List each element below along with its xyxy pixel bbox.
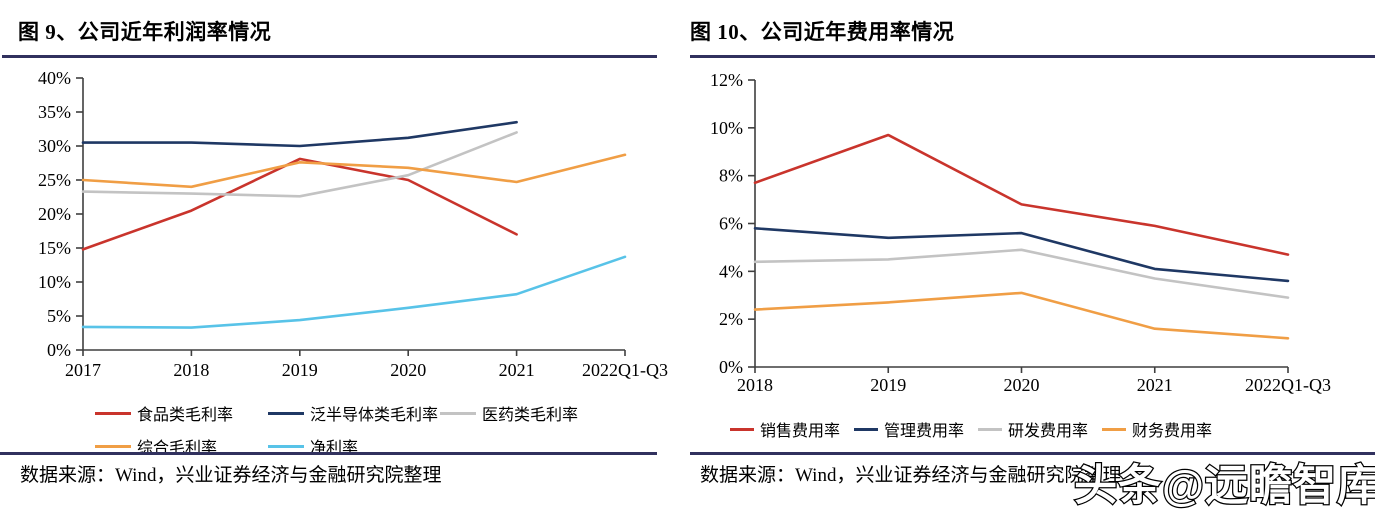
series-line-食品类毛利率 — [81, 157, 518, 251]
y-tick-label: 6% — [719, 214, 743, 234]
y-tick-label: 25% — [38, 170, 71, 190]
figure-9-source: 数据来源：Wind，兴业证券经济与金融研究院整理 — [20, 465, 442, 486]
legend-swatch-icon — [730, 427, 754, 431]
legend-item: 泛半导体类毛利率 — [268, 401, 440, 425]
figure-9-title-rule — [2, 55, 657, 58]
figure-10-source-rule — [690, 452, 1375, 455]
y-tick-label: 10% — [38, 272, 71, 292]
legend-swatch-icon — [95, 444, 131, 448]
series-line-研发费用率 — [753, 248, 1290, 299]
x-tick-label: 2021 — [1137, 375, 1173, 395]
y-tick-label: 30% — [38, 136, 71, 156]
legend-item: 管理费用率 — [854, 417, 964, 441]
x-tick-label: 2019 — [870, 375, 906, 395]
legend-label: 食品类毛利率 — [137, 407, 234, 424]
axis-lines — [754, 80, 1288, 368]
y-tick-label: 40% — [38, 68, 71, 88]
legend-item: 研发费用率 — [978, 417, 1088, 441]
toutiao-watermark: 头条@远瞻智库 — [1073, 461, 1375, 512]
legend-label: 泛半导体类毛利率 — [310, 407, 439, 424]
x-tick-label: 2020 — [390, 360, 426, 380]
figure-9-title: 图 9、公司近年利润率情况 — [18, 20, 272, 44]
figure-10-source: 数据来源：Wind，兴业证券经济与金融研究院整理 — [700, 465, 1122, 486]
legend-item: 销售费用率 — [730, 417, 840, 441]
legend-label: 医药类毛利率 — [482, 407, 579, 424]
x-tick-label: 2021 — [499, 360, 535, 380]
x-tick-label: 2017 — [65, 360, 101, 380]
series-line-医药类毛利率 — [81, 131, 518, 198]
y-tick-label: 0% — [47, 340, 71, 360]
x-tick-label: 2019 — [282, 360, 318, 380]
legend-item: 医药类毛利率 — [440, 401, 610, 425]
legend-label: 销售费用率 — [760, 423, 841, 440]
x-tick-label: 2020 — [1004, 375, 1040, 395]
legend-swatch-icon — [1102, 427, 1127, 431]
y-tick-label: 8% — [719, 166, 743, 186]
y-tick-label: 35% — [38, 102, 71, 122]
figure-9-source-rule — [0, 452, 657, 455]
y-tick-label: 0% — [719, 357, 743, 377]
legend-item: 食品类毛利率 — [95, 401, 268, 425]
expense-ratio-line-chart: 0% 2% 4% 6% 8% 10% 12% 2018 2019 2020 2021 2022Q1-Q… — [710, 70, 1331, 395]
y-tick-label: 5% — [47, 306, 71, 326]
figure-9-legend: 食品类毛利率 泛半导体类毛利率 医药类毛利率 综合毛利率 净利率 — [95, 401, 610, 458]
y-tick-label: 10% — [710, 118, 743, 138]
y-tick-label: 20% — [38, 204, 71, 224]
legend-label: 管理费用率 — [884, 423, 965, 440]
series-line-净利率 — [81, 255, 627, 329]
x-tick-label: 2018 — [173, 360, 209, 380]
x-tick-label: 2022Q1-Q3 — [1245, 375, 1331, 395]
figure-10-title: 图 10、公司近年费用率情况 — [690, 20, 955, 44]
legend-label: 研发费用率 — [1008, 423, 1089, 440]
series-line-泛半导体类毛利率 — [81, 120, 518, 148]
y-tick-label: 12% — [710, 70, 743, 90]
legend-swatch-icon — [268, 444, 304, 448]
figure-10-legend: 销售费用率 管理费用率 研发费用率 财务费用率 — [690, 417, 1375, 441]
legend-swatch-icon — [268, 411, 304, 415]
figure-10-title-rule — [690, 55, 1375, 58]
x-tick-label: 2018 — [737, 375, 773, 395]
legend-swatch-icon — [95, 411, 131, 415]
series-line-管理费用率 — [753, 227, 1290, 283]
y-tick-label: 2% — [719, 309, 743, 329]
y-tick-label: 4% — [719, 261, 743, 281]
series-line-财务费用率 — [753, 291, 1290, 340]
legend-swatch-icon — [854, 427, 879, 431]
x-tick-label: 2022Q1-Q3 — [582, 360, 668, 380]
series-line-销售费用率 — [753, 133, 1290, 256]
legend-swatch-icon — [978, 427, 1003, 431]
y-tick-label: 15% — [38, 238, 71, 258]
legend-swatch-icon — [440, 411, 476, 415]
legend-label: 财务费用率 — [1132, 423, 1213, 440]
legend-item: 财务费用率 — [1102, 417, 1212, 441]
series-line-综合毛利率 — [81, 153, 627, 189]
axis-lines — [82, 78, 625, 351]
profit-margin-line-chart: 0% 5% 10% 15% 20% 25% 30% 35% 40% 2017 2018 2019 202… — [38, 68, 668, 380]
